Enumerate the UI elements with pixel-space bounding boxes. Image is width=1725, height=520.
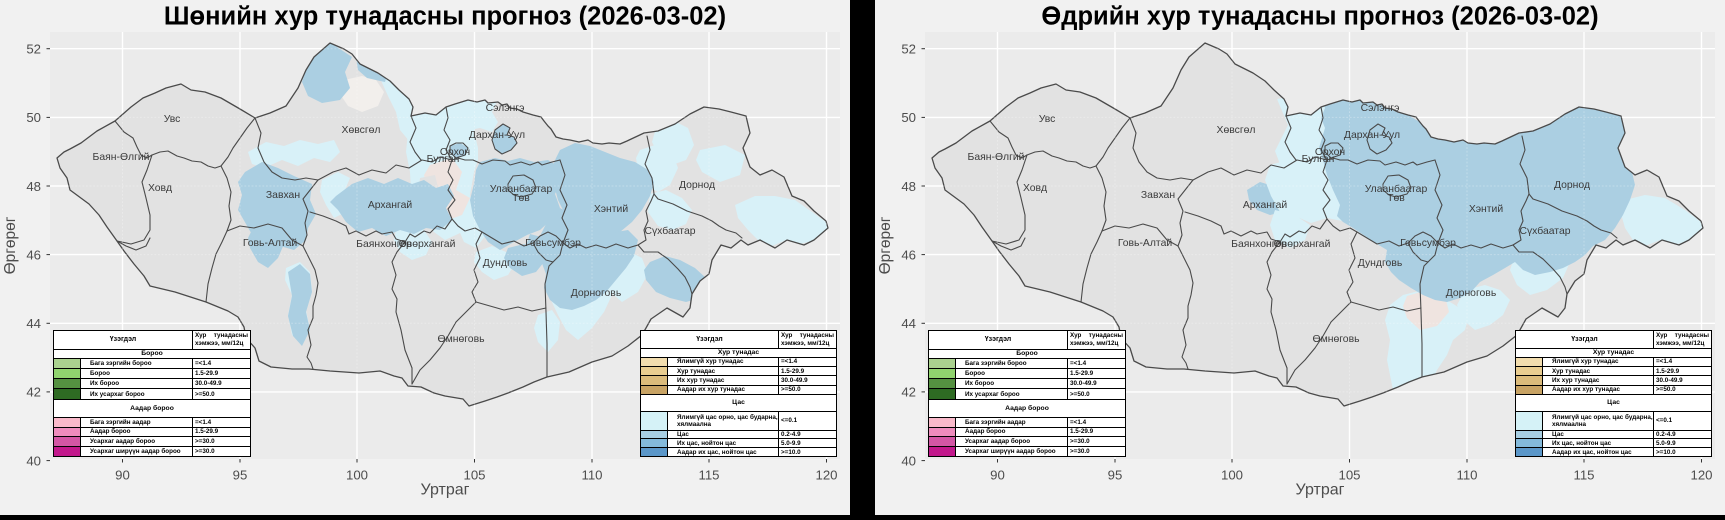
- svg-text:Дорноговь: Дорноговь: [1446, 288, 1497, 299]
- svg-text:Булган: Булган: [427, 154, 460, 165]
- svg-text:48: 48: [26, 179, 41, 194]
- svg-text:Төв: Төв: [1387, 193, 1405, 204]
- svg-text:Говьсумбэр: Говьсумбэр: [525, 237, 581, 249]
- svg-text:Дархан-Уул: Дархан-Уул: [1344, 130, 1400, 141]
- svg-text:Өвөрхангай: Өвөрхангай: [399, 239, 456, 250]
- svg-text:40: 40: [901, 453, 916, 468]
- svg-text:Улаанбаатар: Улаанбаатар: [1365, 183, 1428, 195]
- svg-text:Говь-Алтай: Говь-Алтай: [243, 238, 298, 249]
- svg-text:52: 52: [26, 42, 41, 57]
- svg-text:Хэнтий: Хэнтий: [1469, 204, 1504, 215]
- svg-text:110: 110: [1456, 468, 1477, 483]
- svg-text:Орхон: Орхон: [1315, 147, 1346, 158]
- svg-text:Дархан-Уул: Дархан-Уул: [469, 130, 525, 141]
- svg-text:50: 50: [901, 110, 916, 125]
- svg-text:100: 100: [346, 468, 368, 483]
- svg-text:Увс: Увс: [1039, 114, 1056, 125]
- svg-text:Говь-Алтай: Говь-Алтай: [1118, 238, 1173, 249]
- svg-text:95: 95: [1108, 468, 1123, 483]
- svg-text:44: 44: [26, 316, 41, 331]
- svg-text:Дорнод: Дорнод: [1554, 180, 1590, 191]
- svg-text:Уртраг: Уртраг: [1296, 482, 1345, 499]
- svg-text:Сэлэнгэ: Сэлэнгэ: [1361, 103, 1400, 114]
- svg-text:Улаанбаатар: Улаанбаатар: [490, 183, 553, 195]
- svg-text:Төв: Төв: [512, 193, 530, 204]
- svg-text:Говьсумбэр: Говьсумбэр: [1400, 237, 1456, 249]
- svg-text:46: 46: [26, 247, 41, 262]
- svg-text:Хөвсгөл: Хөвсгөл: [1217, 125, 1256, 136]
- svg-text:Өмнөговь: Өмнөговь: [437, 334, 484, 345]
- svg-text:110: 110: [581, 468, 602, 483]
- svg-text:Завхан: Завхан: [1141, 190, 1175, 201]
- svg-text:90: 90: [990, 468, 1005, 483]
- svg-text:Ховд: Ховд: [148, 183, 172, 194]
- svg-text:Сүхбаатар: Сүхбаатар: [1519, 225, 1570, 237]
- svg-text:90: 90: [115, 468, 130, 483]
- svg-text:115: 115: [1573, 468, 1594, 483]
- svg-text:Баян-Өлгий: Баян-Өлгий: [968, 152, 1025, 163]
- svg-text:120: 120: [1690, 468, 1712, 483]
- svg-text:Дорнод: Дорнод: [679, 180, 715, 191]
- svg-text:Өдрийн хур тунадасны прогноз (: Өдрийн хур тунадасны прогноз (2026-03-02…: [1041, 3, 1598, 31]
- svg-text:Завхан: Завхан: [266, 190, 300, 201]
- svg-text:Хэнтий: Хэнтий: [594, 204, 629, 215]
- svg-text:44: 44: [901, 316, 916, 331]
- svg-text:42: 42: [901, 385, 916, 400]
- svg-text:Дундговь: Дундговь: [483, 258, 528, 269]
- svg-text:46: 46: [901, 247, 916, 262]
- svg-text:Өргөрөг: Өргөрөг: [2, 216, 19, 274]
- svg-text:Баянхонгор: Баянхонгор: [356, 239, 412, 250]
- svg-text:115: 115: [698, 468, 719, 483]
- svg-text:Сэлэнгэ: Сэлэнгэ: [486, 103, 525, 114]
- svg-text:Баянхонгор: Баянхонгор: [1231, 239, 1287, 250]
- svg-text:50: 50: [26, 110, 41, 125]
- svg-text:105: 105: [1338, 468, 1360, 483]
- svg-text:40: 40: [26, 453, 41, 468]
- svg-text:Архангай: Архангай: [368, 200, 413, 211]
- svg-text:Хөвсгөл: Хөвсгөл: [342, 125, 381, 136]
- svg-text:Архангай: Архангай: [1243, 200, 1288, 211]
- svg-text:52: 52: [901, 42, 916, 57]
- svg-text:Дундговь: Дундговь: [1358, 258, 1403, 269]
- svg-text:42: 42: [26, 385, 41, 400]
- svg-text:100: 100: [1221, 468, 1243, 483]
- svg-text:Уртраг: Уртраг: [421, 482, 470, 499]
- svg-text:Орхон: Орхон: [440, 147, 471, 158]
- svg-text:Өвөрхангай: Өвөрхангай: [1274, 239, 1331, 250]
- svg-text:48: 48: [901, 179, 916, 194]
- svg-text:Шөнийн хур тунадасны прогноз (: Шөнийн хур тунадасны прогноз (2026-03-02…: [164, 3, 726, 31]
- svg-text:Ховд: Ховд: [1023, 183, 1047, 194]
- svg-text:Өргөрөг: Өргөрөг: [877, 216, 894, 274]
- svg-text:Дорноговь: Дорноговь: [571, 288, 622, 299]
- svg-text:Баян-Өлгий: Баян-Өлгий: [93, 152, 150, 163]
- svg-text:Сүхбаатар: Сүхбаатар: [644, 225, 695, 237]
- svg-text:105: 105: [463, 468, 485, 483]
- svg-text:120: 120: [815, 468, 837, 483]
- svg-text:Өмнөговь: Өмнөговь: [1312, 334, 1359, 345]
- svg-text:Булган: Булган: [1302, 154, 1335, 165]
- svg-text:Увс: Увс: [164, 114, 181, 125]
- svg-text:95: 95: [233, 468, 248, 483]
